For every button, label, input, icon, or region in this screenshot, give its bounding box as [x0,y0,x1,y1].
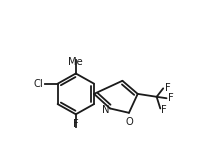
Text: F: F [73,119,79,129]
Text: N: N [102,105,110,115]
Text: F: F [161,105,166,115]
Text: O: O [126,117,134,127]
Text: Cl: Cl [33,79,43,89]
Text: F: F [168,93,174,103]
Text: Me: Me [68,57,83,67]
Text: F: F [165,83,170,93]
